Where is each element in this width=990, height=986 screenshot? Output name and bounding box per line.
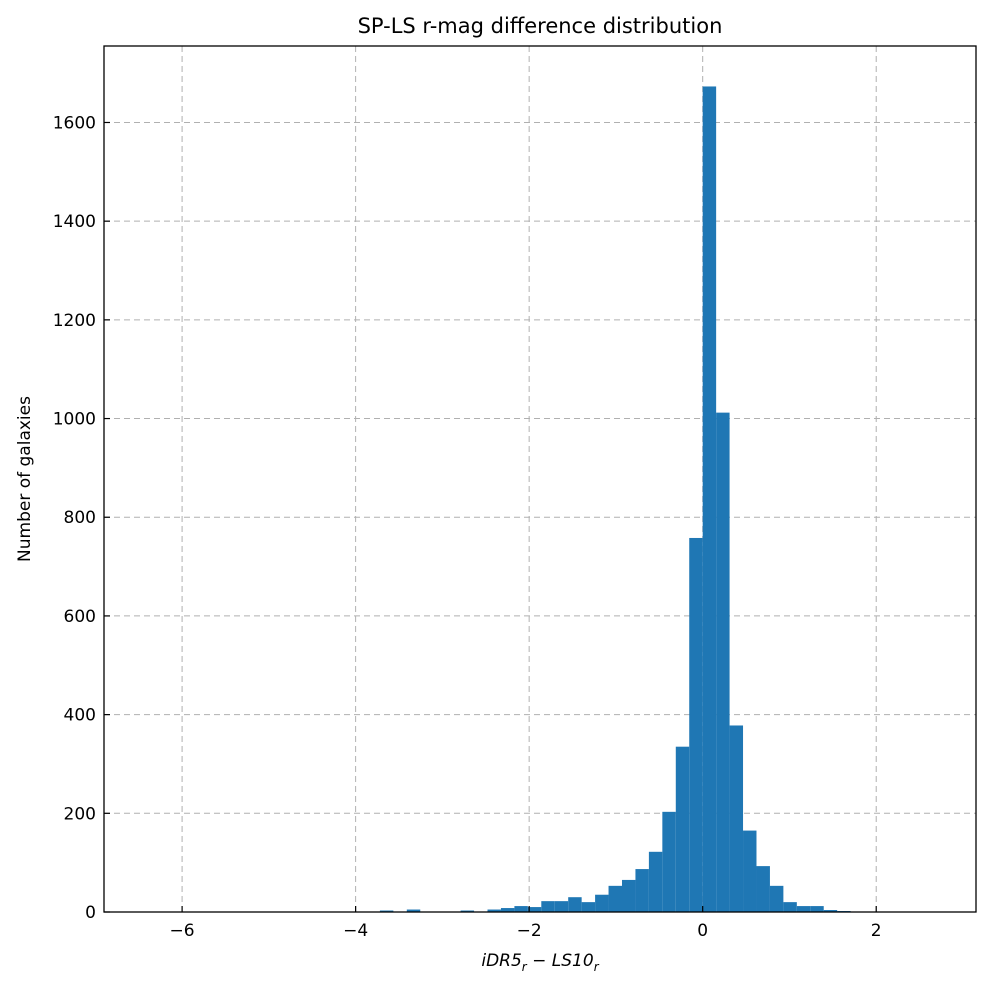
y-tick-label: 1600 (53, 113, 96, 133)
chart-title: SP-LS r-mag difference distribution (358, 14, 723, 38)
x-tick-label: −2 (517, 921, 542, 941)
histogram-bar (810, 906, 824, 912)
histogram-bar (648, 851, 663, 912)
histogram-bar (716, 412, 730, 912)
y-tick-labels: 0 200 400 600 800 1000 1200 1400 1600 (53, 113, 96, 923)
histogram-bar (568, 897, 582, 912)
y-tick-label: 400 (64, 706, 96, 726)
histogram-bar (689, 537, 703, 912)
histogram-bar (621, 879, 636, 912)
y-tick-label: 1400 (53, 212, 96, 232)
histogram-bar (487, 909, 501, 912)
histogram-bar (729, 725, 744, 912)
x-tick-label: −6 (170, 921, 195, 941)
histogram-bar (662, 811, 676, 912)
histogram-bar (823, 910, 838, 912)
histogram-bar (796, 906, 811, 912)
histogram-bars (379, 86, 851, 913)
histogram-bar (595, 894, 609, 912)
histogram-bar (635, 869, 649, 912)
histogram-bar (743, 830, 757, 912)
histogram-bar (406, 909, 421, 912)
x-tick-label: 0 (697, 921, 708, 941)
x-tick-labels: −6 −4 −2 0 2 (170, 921, 882, 941)
y-tick-label: 0 (85, 903, 96, 923)
histogram-bar (783, 902, 797, 912)
histogram-bar (527, 907, 542, 912)
y-tick-label: 200 (64, 804, 96, 824)
histogram-bar (554, 901, 569, 912)
y-axis-label: Number of galaxies (15, 396, 35, 562)
x-axis-label-term-b: LS10 (552, 951, 594, 971)
histogram-bar (702, 86, 717, 913)
histogram-bar (756, 866, 770, 912)
y-tick-label: 1000 (53, 410, 96, 430)
histogram-bar (500, 908, 515, 912)
x-axis-label-subscript-a: r (522, 960, 528, 974)
histogram-bar (541, 901, 555, 912)
y-tick-label: 600 (64, 607, 96, 627)
y-tick-label: 800 (64, 508, 96, 528)
x-axis-label: iDR5r − LS10r (481, 951, 599, 974)
x-tick-label: −4 (343, 921, 368, 941)
x-axis-label-operator: − (527, 951, 552, 971)
histogram-bar (379, 910, 394, 912)
axis-ticks (104, 121, 877, 913)
x-tick-label: 2 (871, 921, 882, 941)
histogram-bar (769, 885, 784, 912)
histogram-bar (514, 906, 528, 912)
histogram-bar (581, 902, 596, 912)
histogram-bar (608, 885, 622, 912)
y-tick-label: 1200 (53, 311, 96, 331)
histogram-bar (460, 910, 475, 912)
histogram-bar (675, 746, 690, 912)
plot-frame (103, 45, 977, 913)
x-axis-label-term-a: iDR5 (481, 951, 521, 971)
x-axis-label-subscript-b: r (594, 960, 600, 974)
